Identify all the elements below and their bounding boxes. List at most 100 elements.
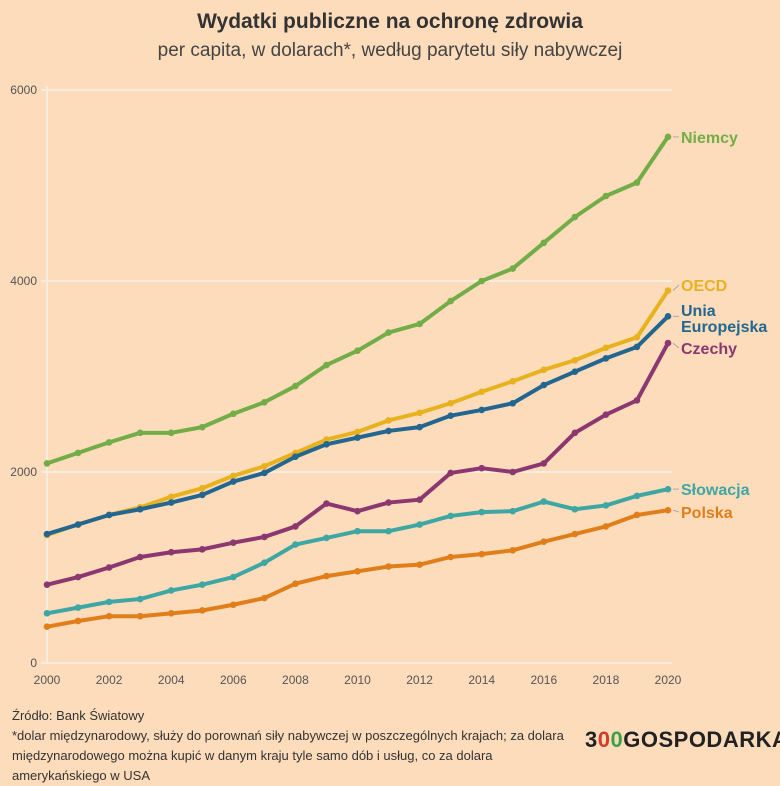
data-point xyxy=(44,610,51,617)
data-point xyxy=(106,599,113,606)
data-point xyxy=(75,450,82,457)
data-point xyxy=(230,410,237,417)
source-note: Źródło: Bank Światowy xyxy=(12,706,572,726)
data-point xyxy=(603,193,610,200)
data-point xyxy=(137,613,144,620)
series-label-ue-2: Europejska xyxy=(681,319,767,336)
data-point xyxy=(44,460,51,467)
data-point xyxy=(230,574,237,581)
data-point xyxy=(572,357,579,364)
data-point xyxy=(292,523,299,530)
data-point xyxy=(261,399,268,406)
data-point xyxy=(478,509,485,516)
series-label-ue-1: Unia xyxy=(681,303,716,320)
data-point xyxy=(634,493,641,500)
data-point xyxy=(44,581,51,588)
series-label: Niemcy xyxy=(681,130,738,147)
data-point xyxy=(541,367,548,374)
data-point xyxy=(634,334,641,341)
data-point xyxy=(509,265,516,272)
data-point xyxy=(541,460,548,467)
data-point xyxy=(168,499,175,506)
data-point xyxy=(447,400,454,407)
data-point xyxy=(323,535,330,542)
data-point xyxy=(509,547,516,554)
data-point xyxy=(509,400,516,407)
data-point xyxy=(665,507,672,514)
y-tick-label: 4000 xyxy=(10,274,37,288)
data-point xyxy=(416,561,423,568)
data-point xyxy=(385,563,392,570)
data-point xyxy=(385,329,392,336)
data-point xyxy=(665,486,672,493)
data-point xyxy=(261,470,268,477)
data-point xyxy=(385,499,392,506)
data-point xyxy=(292,580,299,587)
data-point xyxy=(106,439,113,446)
data-point xyxy=(168,494,175,501)
data-point xyxy=(541,382,548,389)
x-tick-label: 2008 xyxy=(282,673,309,687)
data-point xyxy=(230,601,237,608)
data-point xyxy=(634,344,641,351)
data-point xyxy=(168,610,175,617)
data-point xyxy=(354,347,361,354)
data-point xyxy=(634,179,641,186)
footnote: *dolar międzynarodowy, służy do porownań… xyxy=(12,726,572,786)
data-point xyxy=(385,417,392,424)
data-point xyxy=(354,429,361,436)
data-point xyxy=(199,424,206,431)
data-point xyxy=(199,607,206,614)
data-point xyxy=(230,539,237,546)
y-tick-label: 6000 xyxy=(10,83,37,97)
data-point xyxy=(634,397,641,404)
data-point xyxy=(354,508,361,515)
data-point xyxy=(509,508,516,515)
data-point xyxy=(354,434,361,441)
data-point xyxy=(199,546,206,553)
data-point xyxy=(572,430,579,437)
data-point xyxy=(137,554,144,561)
data-point xyxy=(603,523,610,530)
data-point xyxy=(416,521,423,528)
x-tick-label: 2006 xyxy=(220,673,247,687)
data-point xyxy=(75,574,82,581)
data-point xyxy=(261,595,268,602)
data-point xyxy=(137,430,144,437)
data-point xyxy=(292,453,299,460)
data-point xyxy=(106,512,113,519)
data-point xyxy=(44,623,51,630)
data-point xyxy=(292,383,299,390)
data-point xyxy=(323,573,330,580)
series-line-0 xyxy=(47,137,668,464)
data-point xyxy=(478,407,485,414)
data-point xyxy=(665,313,672,320)
x-tick-label: 2000 xyxy=(34,673,61,687)
data-point xyxy=(447,554,454,561)
y-tick-label: 2000 xyxy=(10,465,37,479)
data-point xyxy=(168,430,175,437)
x-tick-label: 2016 xyxy=(530,673,557,687)
data-point xyxy=(416,496,423,503)
y-tick-label: 0 xyxy=(30,656,37,670)
data-point xyxy=(541,498,548,505)
data-point xyxy=(44,531,51,538)
series-line-1 xyxy=(47,291,668,535)
data-point xyxy=(354,528,361,535)
data-point xyxy=(261,534,268,541)
label-leader xyxy=(673,510,679,512)
data-point xyxy=(199,492,206,499)
data-point xyxy=(292,541,299,548)
data-point xyxy=(447,470,454,477)
data-point xyxy=(323,441,330,448)
label-leader xyxy=(673,285,679,291)
data-point xyxy=(509,378,516,385)
data-point xyxy=(416,321,423,328)
data-point xyxy=(541,538,548,545)
brand-logo: 300GOSPODARKA xyxy=(585,727,780,753)
data-point xyxy=(416,409,423,416)
data-point xyxy=(603,411,610,418)
data-point xyxy=(385,528,392,535)
x-tick-label: 2018 xyxy=(593,673,620,687)
